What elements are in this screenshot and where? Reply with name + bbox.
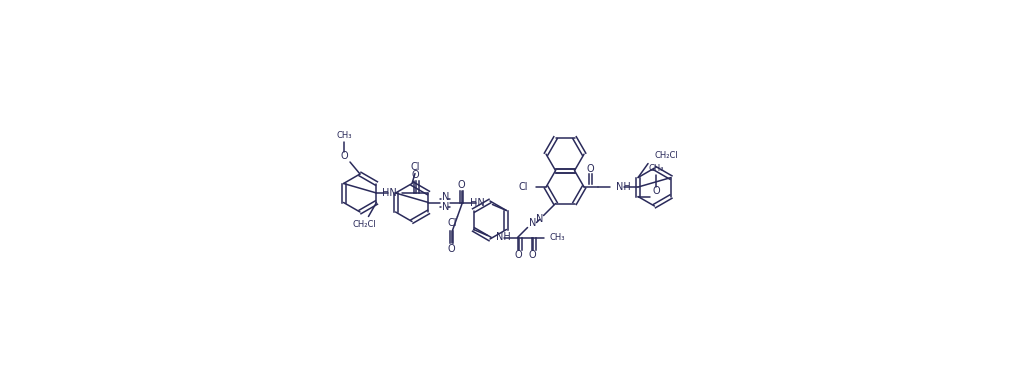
Text: O: O — [458, 179, 466, 190]
Text: O: O — [447, 244, 456, 253]
Text: NH: NH — [616, 182, 631, 192]
Text: O: O — [412, 170, 419, 180]
Text: O: O — [340, 151, 347, 161]
Text: Cl: Cl — [518, 182, 528, 192]
Text: CH₃: CH₃ — [648, 164, 664, 173]
Text: CH₂Cl: CH₂Cl — [654, 151, 678, 160]
Text: N: N — [441, 193, 449, 203]
Text: CH₂Cl: CH₂Cl — [352, 220, 377, 229]
Text: O: O — [515, 250, 522, 261]
Text: O: O — [586, 164, 594, 174]
Text: CH₃: CH₃ — [336, 132, 351, 141]
Text: HN: HN — [382, 188, 397, 198]
Text: N: N — [536, 214, 543, 224]
Text: NH: NH — [496, 232, 510, 243]
Text: O: O — [652, 185, 660, 196]
Text: HN: HN — [470, 197, 485, 208]
Text: Cl: Cl — [447, 217, 458, 227]
Text: N: N — [529, 217, 536, 227]
Text: CH₃: CH₃ — [549, 233, 565, 242]
Text: O: O — [528, 250, 536, 261]
Text: N: N — [441, 203, 449, 212]
Text: Cl: Cl — [410, 162, 420, 173]
